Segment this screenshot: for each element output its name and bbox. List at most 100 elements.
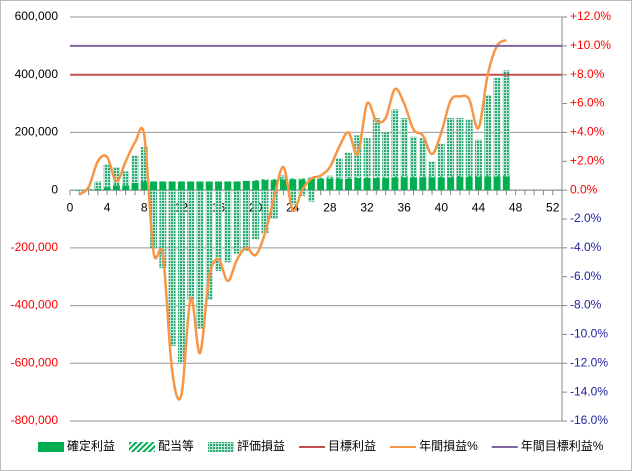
bar — [428, 161, 436, 177]
bar — [140, 146, 148, 182]
bar — [326, 178, 334, 191]
y2-tick-label: +6.0% — [570, 96, 605, 110]
bar — [493, 77, 501, 176]
bar — [307, 190, 315, 202]
bar — [159, 190, 167, 269]
bar — [317, 178, 325, 191]
bar — [372, 118, 380, 178]
bar — [168, 181, 176, 191]
y2-tick-label: -16.0% — [570, 413, 608, 427]
y-tick-label: 600,000 — [15, 9, 59, 23]
bar — [131, 182, 139, 191]
bar — [140, 181, 148, 191]
bar — [75, 190, 83, 192]
bar — [363, 138, 371, 178]
x-tick-label: 44 — [472, 200, 486, 214]
bar — [456, 118, 464, 176]
bar — [196, 190, 204, 329]
bar — [437, 177, 445, 191]
bar — [270, 190, 278, 219]
y2-tick-label: 0.0% — [570, 182, 598, 196]
bar — [242, 180, 250, 191]
bar — [493, 176, 501, 191]
bar — [103, 164, 111, 188]
bar — [280, 178, 287, 180]
bar — [465, 176, 473, 191]
bar — [372, 177, 380, 179]
y-tick-label: 0 — [51, 182, 58, 196]
bar — [456, 176, 464, 191]
bar — [289, 179, 297, 191]
bar — [456, 175, 464, 177]
x-tick-label: 32 — [360, 200, 374, 214]
legend-label: 配当等 — [158, 439, 194, 453]
bar — [345, 177, 352, 179]
y-tick-label: -600,000 — [11, 355, 59, 369]
bar — [159, 181, 167, 191]
bar — [502, 176, 510, 191]
x-tick-label: 52 — [546, 200, 560, 214]
bar — [326, 175, 334, 178]
bar — [409, 136, 417, 177]
bar — [112, 167, 120, 186]
bar — [94, 181, 102, 189]
bar — [112, 185, 120, 191]
bar — [298, 179, 306, 191]
bar — [409, 177, 417, 191]
legend-swatch — [208, 442, 235, 452]
bar — [177, 190, 185, 364]
bar — [233, 190, 241, 254]
bar — [335, 178, 343, 191]
x-tick-label: 8 — [141, 200, 148, 214]
bar — [215, 190, 223, 271]
bar — [363, 178, 371, 191]
y2-tick-label: +2.0% — [570, 153, 605, 167]
bar — [493, 175, 501, 177]
bar — [233, 181, 241, 191]
y2-tick-label: +4.0% — [570, 125, 605, 139]
bar — [177, 181, 185, 191]
bar — [261, 179, 269, 181]
bar — [261, 190, 269, 234]
bar — [354, 135, 362, 178]
x-tick-label: 4 — [104, 200, 111, 214]
bar — [502, 70, 510, 176]
bar — [150, 190, 158, 248]
bar — [437, 143, 445, 177]
bar — [122, 171, 130, 186]
bar — [224, 190, 232, 263]
bar — [187, 181, 195, 191]
x-tick-label: 0 — [67, 200, 74, 214]
bar — [354, 178, 362, 191]
bar — [447, 118, 455, 177]
bar — [280, 175, 287, 179]
y-tick-label: -800,000 — [11, 413, 59, 427]
x-tick-label: 40 — [435, 200, 449, 214]
bar — [447, 176, 455, 178]
bar — [447, 177, 455, 191]
bar — [363, 177, 371, 179]
bar — [289, 190, 297, 205]
bar — [307, 178, 315, 191]
bar — [428, 177, 436, 191]
bar — [437, 176, 445, 178]
bar — [484, 94, 492, 176]
bar — [400, 176, 408, 178]
y2-tick-label: -14.0% — [570, 384, 608, 398]
bar — [252, 180, 260, 181]
x-tick-label: 48 — [509, 200, 523, 214]
legend-label: 年間目標利益% — [521, 439, 604, 453]
bar — [270, 179, 278, 181]
bar — [326, 177, 334, 179]
bar — [205, 190, 213, 300]
x-tick-label: 36 — [398, 200, 412, 214]
y2-tick-label: -8.0% — [570, 298, 602, 312]
bar — [484, 176, 492, 191]
bar — [122, 185, 130, 191]
y2-tick-label: -6.0% — [570, 269, 602, 283]
bar — [465, 175, 473, 177]
bar — [382, 178, 390, 191]
legend-swatch — [38, 442, 64, 452]
